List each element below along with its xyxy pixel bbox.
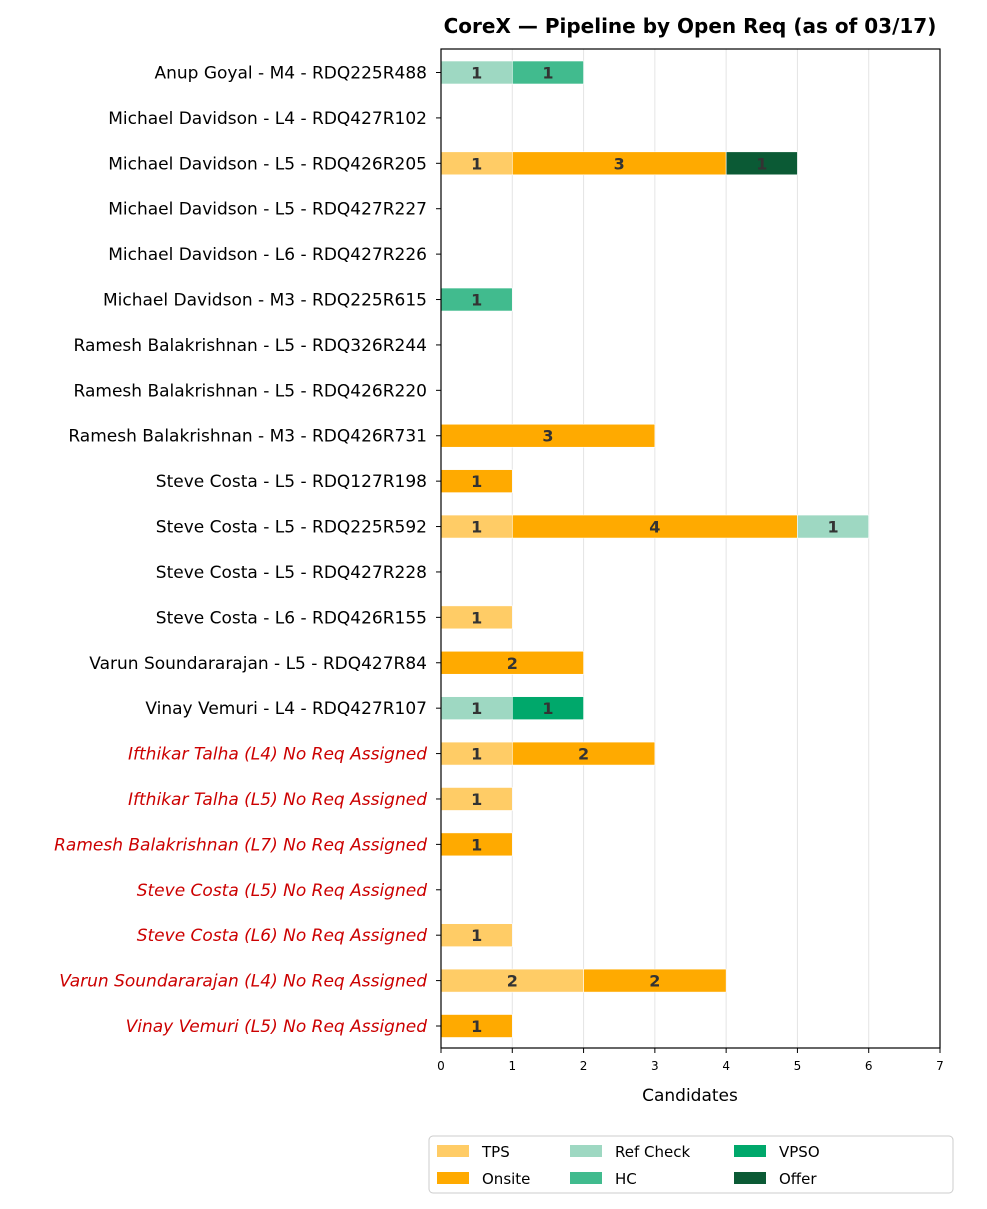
- legend-swatch: [570, 1172, 602, 1184]
- y-tick-label: Steve Costa - L6 - RDQ426R155: [156, 608, 427, 628]
- x-tick-label: 2: [580, 1059, 588, 1073]
- y-axis-labels: Anup Goyal - M4 - RDQ225R488 Michael Davi…: [54, 64, 441, 1037]
- y-tick-label: Steve Costa (L5) No Req Assigned: [137, 881, 427, 901]
- data-label: 1: [471, 1017, 482, 1036]
- data-label: 2: [507, 654, 518, 673]
- bar-segment: [583, 968, 727, 993]
- bar-segment: [511, 741, 656, 766]
- y-tick-label: Michael Davidson - M3 - RDQ225R615: [103, 291, 427, 311]
- x-tick-label: 4: [722, 1059, 730, 1073]
- y-tick-label: Michael Davidson - L4 - RDQ427R102: [108, 109, 427, 129]
- y-tick-label: Ifthikar Talha (L5) No Req Assigned: [128, 790, 427, 810]
- data-label: 3: [614, 154, 625, 173]
- legend-label: TPS: [481, 1143, 510, 1161]
- y-tick-label: Ifthikar Talha (L4) No Req Assigned: [128, 745, 427, 765]
- data-label: 3: [542, 427, 553, 446]
- data-label: 1: [756, 154, 767, 173]
- y-tick-label: Steve Costa - L5 - RDQ225R592: [156, 518, 427, 538]
- x-tick-label: 1: [508, 1059, 516, 1073]
- legend-swatch: [734, 1172, 766, 1184]
- data-label: 2: [507, 972, 518, 991]
- data-label: 1: [828, 518, 839, 537]
- bar-segment: [725, 151, 798, 176]
- legend-swatch: [570, 1145, 602, 1157]
- y-tick-label: Michael Davidson - L6 - RDQ427R226: [108, 245, 427, 265]
- legend-frame: [428, 1135, 954, 1194]
- y-tick-label: Vinay Vemuri - L4 - RDQ427R107: [145, 699, 427, 719]
- gridlines: [511, 49, 870, 1048]
- data-label: 1: [471, 518, 482, 537]
- data-label: 1: [471, 926, 482, 945]
- data-label: 2: [649, 972, 660, 991]
- data-label: 1: [471, 154, 482, 173]
- data-label: 1: [471, 291, 482, 310]
- x-tick-label: 3: [651, 1059, 659, 1073]
- bar-segment: [797, 514, 870, 539]
- bar-segment: [511, 696, 584, 720]
- y-tick-label: Steve Costa - L5 - RDQ127R198: [156, 472, 427, 492]
- bars: [440, 60, 870, 1038]
- legend-label: VPSO: [779, 1143, 820, 1161]
- x-axis-ticks: 0 1 2 3 4 5 6 7: [437, 1048, 944, 1073]
- legend-swatch: [437, 1172, 469, 1184]
- y-tick-label: Steve Costa - L5 - RDQ427R228: [156, 563, 427, 583]
- legend-label: Onsite: [482, 1170, 530, 1188]
- data-labels: 1 1 1 3 1 1 3 1 1 4 1 1 2 1 1 1 2 1 1 1 2 2 1: [471, 64, 839, 1037]
- x-axis-label: Candidates: [642, 1086, 738, 1106]
- data-label: 1: [471, 745, 482, 764]
- legend-label: Ref Check: [615, 1143, 690, 1161]
- legend-label: Offer: [779, 1170, 817, 1188]
- legend: TPS Onsite Ref Check HC VPSO Offer: [428, 1135, 954, 1194]
- y-tick-label: Vinay Vemuri (L5) No Req Assigned: [126, 1017, 428, 1037]
- y-tick-label: Steve Costa (L6) No Req Assigned: [137, 926, 427, 946]
- y-tick-label: Ramesh Balakrishnan - L5 - RDQ326R244: [74, 336, 427, 356]
- y-tick-label: Michael Davidson - L5 - RDQ427R227: [108, 200, 427, 220]
- data-label: 1: [471, 472, 482, 491]
- legend-label: HC: [615, 1170, 637, 1188]
- data-label: 1: [471, 608, 482, 627]
- y-tick-label: Anup Goyal - M4 - RDQ225R488: [154, 64, 427, 84]
- data-label: 1: [471, 835, 482, 854]
- data-label: 4: [649, 518, 660, 537]
- data-label: 1: [471, 64, 482, 83]
- data-label: 2: [578, 745, 589, 764]
- chart-title: CoreX — Pipeline by Open Req (as of 03/1…: [444, 14, 937, 38]
- data-label: 1: [542, 699, 553, 718]
- x-tick-label: 0: [437, 1059, 445, 1073]
- y-tick-label: Varun Soundararajan (L4) No Req Assigned: [59, 972, 427, 992]
- y-tick-label: Michael Davidson - L5 - RDQ426R205: [108, 154, 427, 174]
- legend-swatch: [437, 1145, 469, 1157]
- x-tick-label: 7: [936, 1059, 944, 1073]
- plot-frame: [440, 48, 941, 1049]
- data-label: 1: [471, 699, 482, 718]
- x-tick-label: 6: [865, 1059, 873, 1073]
- y-tick-label: Ramesh Balakrishnan - M3 - RDQ426R731: [68, 427, 427, 447]
- y-tick-label: Varun Soundararajan - L5 - RDQ427R84: [89, 654, 427, 674]
- legend-swatch: [734, 1145, 766, 1157]
- y-tick-label: Ramesh Balakrishnan (L7) No Req Assigned: [54, 835, 427, 855]
- data-label: 1: [542, 64, 553, 83]
- y-tick-label: Ramesh Balakrishnan - L5 - RDQ426R220: [74, 381, 427, 401]
- data-label: 1: [471, 790, 482, 809]
- x-tick-label: 5: [794, 1059, 802, 1073]
- bar-segment: [511, 60, 584, 85]
